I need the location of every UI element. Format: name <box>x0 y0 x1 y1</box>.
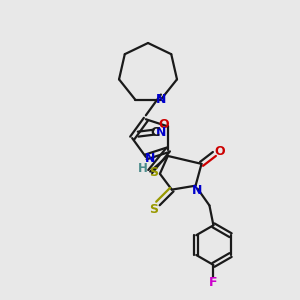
Text: N: N <box>192 184 203 197</box>
Text: C: C <box>150 126 160 139</box>
Text: N: N <box>145 152 155 165</box>
Text: N: N <box>156 126 166 139</box>
Text: O: O <box>159 118 170 131</box>
Text: O: O <box>214 146 225 158</box>
Text: H: H <box>138 162 148 175</box>
Text: F: F <box>209 276 218 289</box>
Text: N: N <box>156 93 166 106</box>
Text: S: S <box>149 166 158 179</box>
Text: S: S <box>149 203 158 216</box>
